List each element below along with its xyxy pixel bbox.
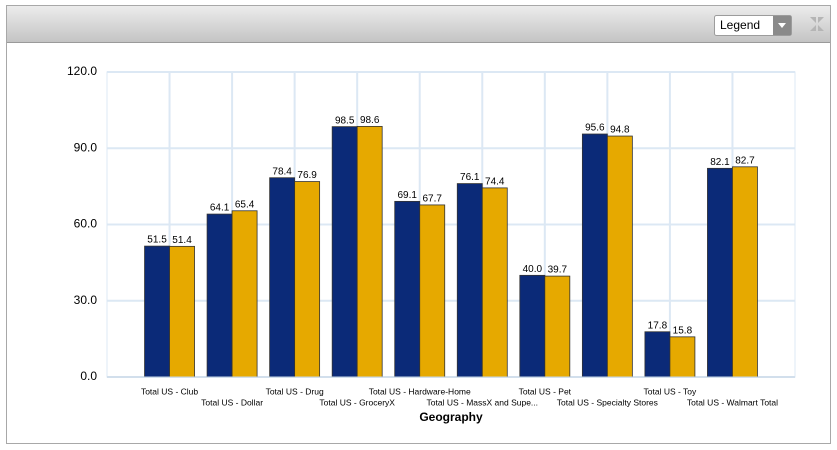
value-label: 94.8: [610, 125, 630, 136]
bar: [356, 125, 383, 378]
dropdown-box[interactable]: [714, 15, 792, 36]
value-label: 95.6: [585, 123, 605, 134]
y-tick-label: 30.0: [74, 293, 98, 307]
x-tick-label: Total US - MassX and Supe...: [427, 397, 539, 407]
expand-icon[interactable]: [810, 17, 824, 31]
value-label: 39.7: [548, 265, 568, 276]
x-tick-label: Total US - GroceryX: [319, 397, 395, 407]
value-label: 17.8: [648, 320, 668, 331]
dropdown-label[interactable]: Legend: [720, 18, 760, 32]
value-label: 82.7: [735, 155, 755, 166]
value-label: 76.9: [297, 170, 317, 181]
bar: [394, 200, 421, 378]
value-label: 40.0: [523, 264, 543, 275]
value-label: 51.4: [172, 235, 192, 246]
x-tick-label: Total US - Specialty Stores: [557, 397, 658, 407]
bar: [419, 204, 446, 378]
value-label: 76.1: [460, 172, 480, 183]
bar: [669, 336, 696, 378]
bar: [481, 187, 508, 378]
panel-header: [7, 6, 830, 42]
x-tick-label: Total US - Dollar: [201, 397, 263, 407]
bar: [732, 166, 758, 378]
bar: [544, 275, 571, 378]
bar: [269, 177, 296, 378]
bar: [519, 274, 546, 378]
x-axis-title: Geography: [419, 410, 483, 424]
x-tick-label: Total US - Toy: [644, 386, 698, 396]
value-label: 67.7: [422, 194, 442, 205]
value-label: 98.5: [335, 115, 355, 126]
y-tick-label: 60.0: [74, 217, 98, 231]
value-label: 65.4: [235, 199, 255, 210]
expand-glyph[interactable]: [810, 17, 824, 31]
bar: [456, 183, 483, 378]
bar: [707, 167, 733, 378]
value-label: 51.5: [147, 235, 167, 246]
value-label: 69.1: [397, 190, 417, 201]
value-label: 64.1: [210, 203, 230, 214]
bar: [144, 245, 170, 378]
y-tick-label: 120.0: [67, 64, 97, 78]
legend-dropdown[interactable]: Legend: [714, 15, 792, 36]
bar: [606, 135, 633, 378]
value-label: 98.6: [360, 115, 380, 126]
x-tick-label: Total US - Walmart Total: [687, 397, 778, 407]
value-label: 15.8: [673, 325, 693, 336]
dropdown-arrow[interactable]: [778, 23, 786, 28]
y-tick-label: 0.0: [80, 369, 97, 383]
x-tick-label: Total US - Hardware-Home: [369, 386, 471, 396]
bar: [231, 210, 258, 378]
value-label: 74.4: [485, 177, 505, 188]
bar: [331, 126, 358, 378]
bar: [581, 133, 608, 378]
y-tick-label: 90.0: [74, 140, 98, 154]
x-tick-label: Total US - Pet: [519, 386, 572, 396]
bar: [644, 331, 671, 378]
value-label: 78.4: [272, 166, 292, 177]
bar: [169, 245, 195, 378]
bar: [294, 181, 321, 378]
bar: [206, 213, 233, 378]
x-tick-label: Total US - Drug: [266, 386, 324, 396]
value-label: 82.1: [710, 157, 730, 168]
x-tick-label: Total US - Club: [141, 386, 198, 396]
